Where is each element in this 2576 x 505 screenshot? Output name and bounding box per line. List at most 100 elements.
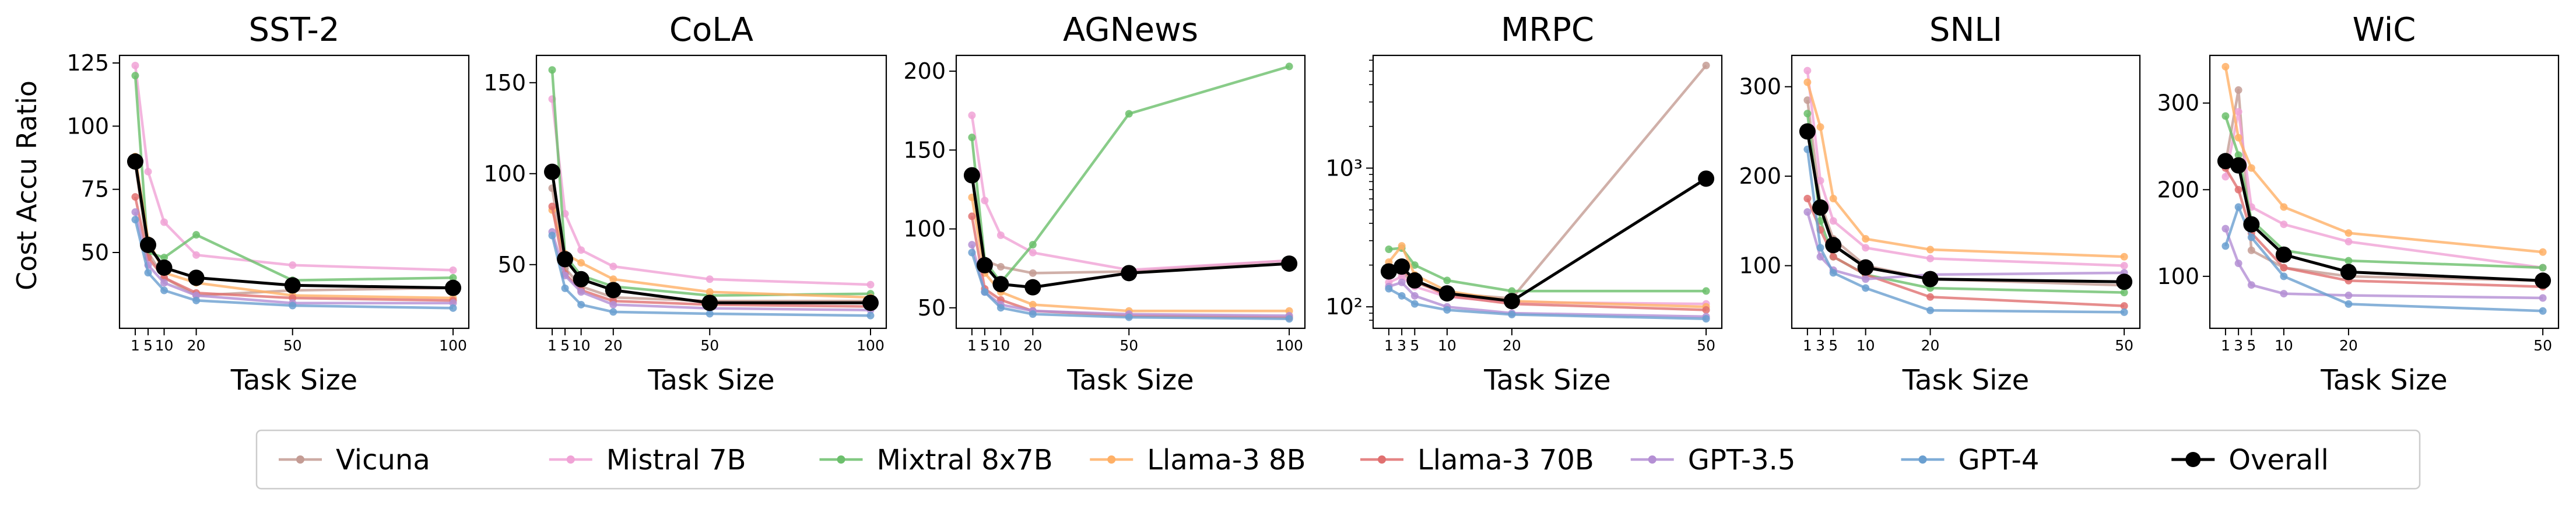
data-point xyxy=(2120,253,2128,261)
y-tick-label: 10² xyxy=(1325,294,1363,320)
plot-frame xyxy=(118,54,470,329)
data-point xyxy=(1385,245,1393,253)
y-tick-label: 75 xyxy=(81,177,109,202)
data-point xyxy=(2120,289,2128,297)
series-line-mixtral-8x7b xyxy=(2224,115,2543,269)
x-axis-label: Task Size xyxy=(230,364,357,397)
y-tick-label: 50 xyxy=(498,252,526,278)
x-tick-label: 20 xyxy=(1023,337,1042,354)
y-tick-label: 100 xyxy=(483,161,526,187)
series-line-vicuna xyxy=(134,163,454,297)
x-tick-label: 10 xyxy=(2275,337,2293,354)
data-point xyxy=(1829,217,1837,225)
data-point xyxy=(160,254,169,262)
x-axis-label: Task Size xyxy=(2320,364,2447,397)
data-point xyxy=(2221,225,2230,233)
data-point xyxy=(2280,220,2288,229)
data-point xyxy=(2340,264,2357,280)
x-tick-label: 10 xyxy=(572,337,591,354)
data-point xyxy=(445,279,462,296)
data-point xyxy=(1029,269,1037,277)
x-tick-label: 5 xyxy=(980,337,989,354)
series-line-vicuna xyxy=(970,173,1290,275)
y-tick-label: 100 xyxy=(1739,253,1781,279)
data-point xyxy=(1508,287,1516,295)
data-point xyxy=(144,167,152,176)
series-gpt-4 xyxy=(1385,285,1710,323)
legend-entry-gpt-4: GPT-4 xyxy=(1901,444,2040,476)
data-point xyxy=(192,251,201,259)
data-point xyxy=(2539,294,2547,302)
x-tick-label: 3 xyxy=(1397,337,1406,354)
series-llama-3-8b xyxy=(2221,62,2547,256)
data-point xyxy=(2247,164,2255,172)
data-point xyxy=(2345,300,2353,308)
data-point xyxy=(1926,254,1935,262)
data-point xyxy=(561,284,569,292)
series-gpt-4 xyxy=(2221,203,2547,315)
data-point xyxy=(706,275,714,283)
data-point xyxy=(992,276,1009,293)
data-point xyxy=(2221,62,2230,71)
y-tick-label: 50 xyxy=(81,240,109,265)
x-tick-label: 50 xyxy=(1119,337,1138,354)
series-mistral-7b xyxy=(968,111,1293,274)
data-point xyxy=(2116,273,2133,290)
data-point xyxy=(1803,78,1812,86)
data-point xyxy=(1503,293,1520,310)
series-llama-3-8b xyxy=(548,206,875,301)
series-line-gpt-4 xyxy=(2224,205,2543,313)
plot-frame xyxy=(2209,54,2560,329)
data-point xyxy=(548,232,556,240)
series-line-vicuna xyxy=(1388,64,1707,300)
data-point xyxy=(131,61,139,69)
data-point xyxy=(1862,244,1870,252)
data-point xyxy=(1702,306,1710,314)
data-point xyxy=(1443,306,1451,314)
series-line-llama-3-8b xyxy=(970,197,1290,313)
data-point xyxy=(2234,185,2242,194)
data-point xyxy=(131,216,139,224)
data-point xyxy=(968,241,976,249)
data-point xyxy=(968,248,976,257)
series-line-gpt-3-5 xyxy=(134,212,453,304)
plot-frame xyxy=(1372,54,1723,329)
legend: Vicuna Mistral 7B Mixtral 8x7B Llama-3 8B Ll… xyxy=(255,429,2421,490)
data-point xyxy=(1803,195,1812,203)
data-point xyxy=(2120,302,2128,310)
series-line-llama-3-8b xyxy=(2224,66,2543,254)
data-point xyxy=(1816,244,1824,252)
x-tick-label: 1 xyxy=(1803,337,1812,354)
legend-label: GPT-4 xyxy=(1959,444,2040,476)
plot-frame xyxy=(535,54,887,329)
data-point xyxy=(449,266,457,274)
data-point xyxy=(605,282,622,299)
series-line-overall xyxy=(1388,177,1707,303)
data-point xyxy=(557,251,574,268)
data-point xyxy=(2280,290,2288,298)
data-point xyxy=(1285,62,1293,71)
data-point xyxy=(1702,287,1710,295)
shared-y-axis-label: Cost Accu Ratio xyxy=(11,80,43,290)
data-point xyxy=(1024,279,1041,296)
data-point xyxy=(449,273,457,282)
data-point xyxy=(131,208,139,216)
x-tick-label: 1 xyxy=(131,337,140,354)
chart-panel-wic: WiC Task Size 1 3 5 10 20 50 100 200 300 xyxy=(2157,11,2560,397)
data-point xyxy=(2234,203,2242,211)
series-gpt-4 xyxy=(131,216,457,312)
series-line-mistral-7b xyxy=(550,99,871,286)
legend-entry-gpt-3-5: GPT-3.5 xyxy=(1630,444,1795,476)
series-mistral-7b xyxy=(1803,66,2128,270)
series-overall xyxy=(2217,153,2552,289)
data-point xyxy=(1380,263,1397,280)
data-point xyxy=(160,218,169,226)
series-mixtral-8x7b xyxy=(968,62,1293,287)
data-point xyxy=(1398,292,1406,300)
data-point xyxy=(289,261,297,269)
data-point xyxy=(2539,307,2547,315)
series-overall xyxy=(544,163,879,311)
data-point xyxy=(862,294,879,311)
data-point xyxy=(2345,257,2353,265)
